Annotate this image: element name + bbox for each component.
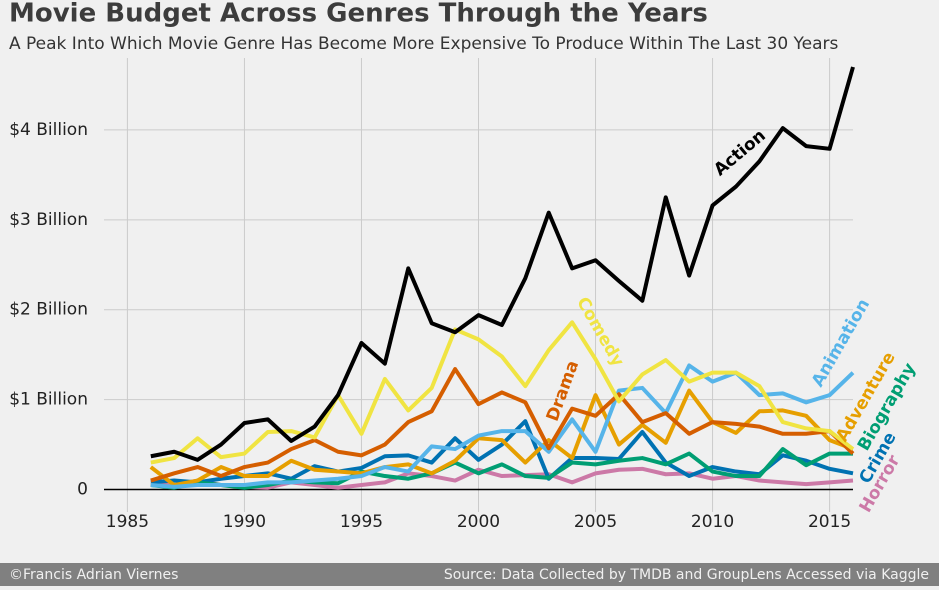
series-line [150,320,855,465]
series-line [150,367,855,483]
footer-source: Source: Data Collected by TMDB and Group… [444,567,929,583]
y-tick-label: 0 [77,480,88,500]
x-tick-label: 1985 [106,512,149,532]
chart-subtitle: A Peak Into Which Movie Genre Has Become… [9,34,839,54]
series-line [150,419,854,485]
x-tick-label: 2000 [457,512,500,532]
y-tick-label: $2 Billion [9,300,88,320]
y-tick-label: $3 Billion [9,210,88,230]
x-tick-label: 2005 [574,512,617,532]
x-tick-label: 1995 [340,512,383,532]
y-tick-label: $4 Billion [9,120,88,140]
series-label: Action [710,126,770,181]
series-line [149,388,854,488]
x-tick-label: 1990 [223,512,266,532]
footer-bar [0,563,939,586]
series-line [150,66,855,462]
y-tick-label: $1 Billion [9,390,88,410]
x-tick-label: 2015 [808,512,851,532]
chart-title: Movie Budget Across Genres Through the Y… [9,0,708,29]
series-line [150,447,853,490]
series-label: Drama [543,358,583,424]
footer-credit: ©Francis Adrian Viernes [9,567,178,583]
x-tick-label: 2010 [691,512,734,532]
